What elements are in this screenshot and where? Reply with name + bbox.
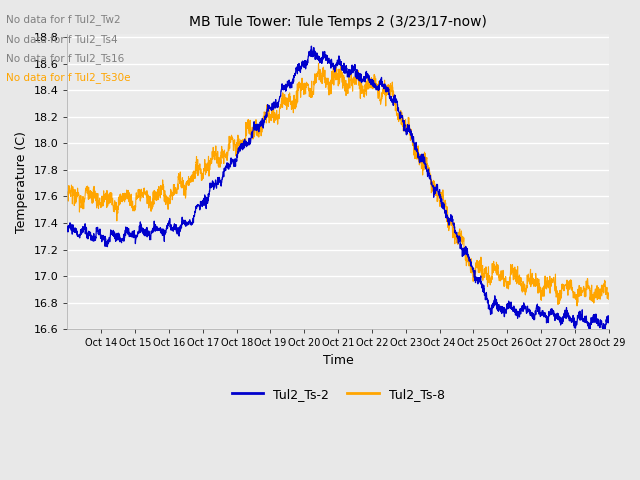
Y-axis label: Temperature (C): Temperature (C) bbox=[15, 131, 28, 233]
Text: No data for f Tul2_Tw2: No data for f Tul2_Tw2 bbox=[6, 14, 121, 25]
Text: No data for f Tul2_Ts16: No data for f Tul2_Ts16 bbox=[6, 53, 125, 64]
Title: MB Tule Tower: Tule Temps 2 (3/23/17-now): MB Tule Tower: Tule Temps 2 (3/23/17-now… bbox=[189, 15, 487, 29]
Legend: Tul2_Ts-2, Tul2_Ts-8: Tul2_Ts-2, Tul2_Ts-8 bbox=[227, 383, 450, 406]
Text: No data for f Tul2_Ts30e: No data for f Tul2_Ts30e bbox=[6, 72, 131, 83]
Text: No data for f Tul2_Ts4: No data for f Tul2_Ts4 bbox=[6, 34, 118, 45]
X-axis label: Time: Time bbox=[323, 354, 353, 367]
